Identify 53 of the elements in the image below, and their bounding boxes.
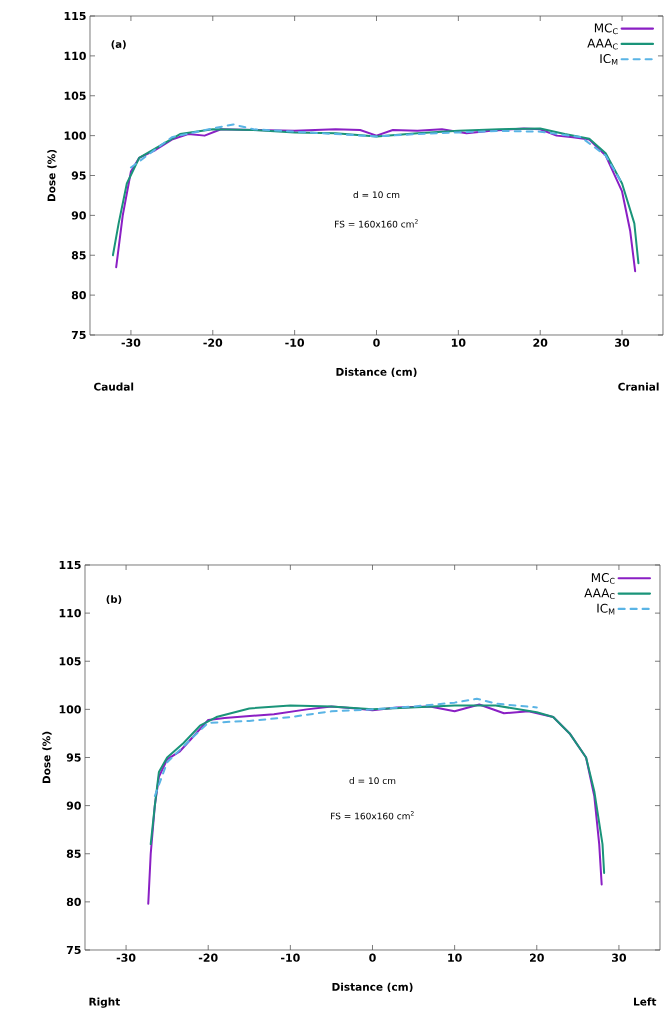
annotation: (b) [106, 595, 122, 605]
y-tick-label: 95 [66, 753, 81, 762]
x-tick-label: 30 [615, 338, 630, 347]
y-tick-label: 110 [64, 51, 86, 61]
x-axis-title: Distance (cm) [332, 982, 413, 993]
legend-label: MC$_{C}$ [594, 23, 618, 35]
annotation: (a) [111, 40, 126, 50]
y-tick-label: 90 [66, 801, 81, 810]
legend-label: IC$_{M}$ [600, 54, 618, 65]
legend-label: MC$_{C}$ [591, 573, 615, 584]
x-tick-label: 0 [369, 953, 376, 962]
y-tick-label: 95 [71, 171, 86, 180]
y-tick-label: 80 [71, 290, 86, 300]
legend-label: AAA$_{C}$ [587, 38, 618, 50]
legend-label: AAA$_{C}$ [584, 588, 615, 600]
y-tick-label: 100 [64, 131, 86, 140]
x-axis-title: Distance (cm) [336, 367, 417, 378]
x-tick-label: -10 [281, 953, 300, 962]
y-axis-title: Dose (%) [42, 731, 52, 784]
x-tick-label: -20 [203, 338, 223, 347]
x-tick-label: 0 [373, 338, 380, 347]
y-tick-label: 80 [66, 897, 81, 907]
y-tick-label: 105 [64, 91, 86, 100]
text: Cranial [618, 382, 659, 391]
annotation: FS = 160x160 cm$^{2}$ [335, 219, 418, 228]
x-tick-label: -10 [285, 338, 305, 347]
x-tick-label: 30 [612, 953, 627, 962]
y-tick-label: 75 [71, 330, 86, 340]
line-series [153, 697, 538, 797]
y-tick-label: 100 [59, 705, 81, 714]
legend-label: IC$_{M}$ [597, 603, 615, 615]
x-tick-label: 20 [533, 338, 548, 347]
y-tick-label: 115 [64, 11, 86, 21]
x-tick-label: -30 [121, 338, 141, 347]
y-tick-label: 90 [71, 211, 86, 220]
annotation: d = 10 cm [353, 191, 400, 199]
annotation: FS = 160x160 cm$^{2}$ [331, 811, 414, 820]
y-tick-label: 115 [59, 560, 81, 570]
y-tick-label: 105 [59, 657, 81, 666]
x-tick-label: -30 [116, 953, 136, 962]
text: Left [634, 997, 657, 1006]
x-tick-label: 20 [529, 953, 544, 962]
y-tick-label: 75 [66, 945, 81, 955]
text: Right [89, 997, 120, 1008]
y-tick-label: 85 [66, 849, 81, 858]
y-tick-label: 110 [59, 608, 81, 618]
x-tick-label: -20 [198, 953, 218, 962]
x-tick-label: 10 [451, 338, 466, 347]
y-axis-title: Dose (%) [47, 149, 57, 202]
y-tick-label: 85 [71, 251, 86, 260]
annotation: d = 10 cm [349, 777, 396, 785]
x-tick-label: 10 [448, 953, 462, 962]
text: Caudal [94, 382, 134, 391]
